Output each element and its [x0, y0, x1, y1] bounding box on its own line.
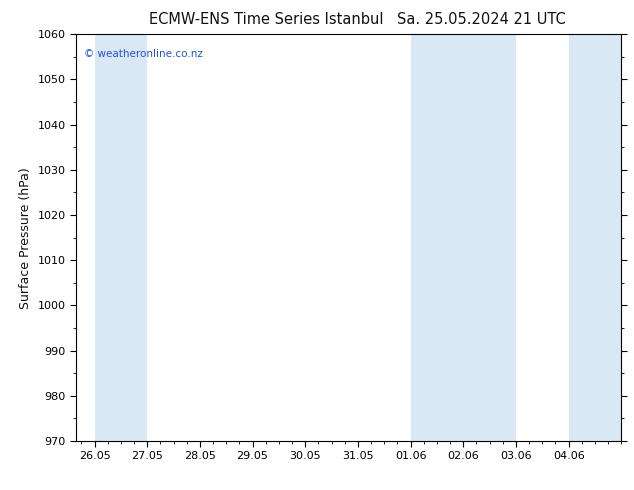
Text: ECMW-ENS Time Series Istanbul: ECMW-ENS Time Series Istanbul [149, 12, 384, 27]
Bar [569, 34, 634, 441]
Y-axis label: Surface Pressure (hPa): Surface Pressure (hPa) [19, 167, 32, 309]
Bar [94, 34, 147, 441]
Text: © weatheronline.co.nz: © weatheronline.co.nz [84, 49, 203, 58]
Text: Sa. 25.05.2024 21 UTC: Sa. 25.05.2024 21 UTC [398, 12, 566, 27]
Bar [411, 34, 516, 441]
